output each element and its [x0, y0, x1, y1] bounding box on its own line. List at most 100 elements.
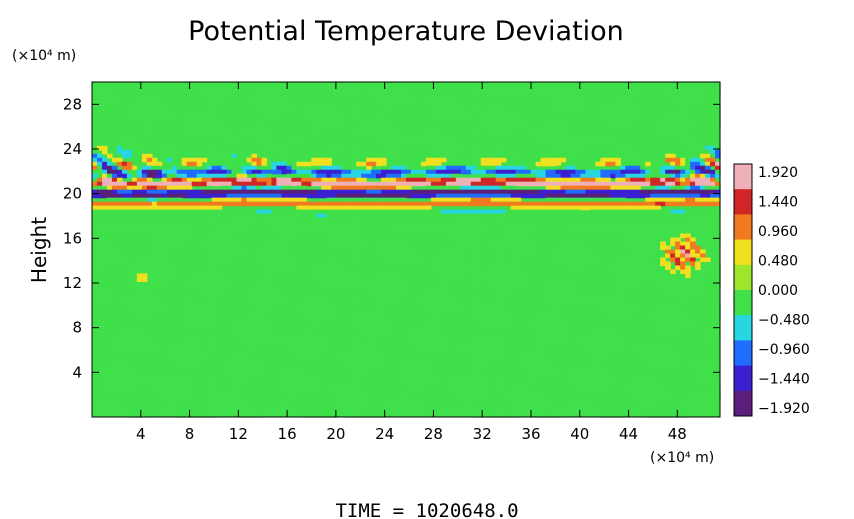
heatmap-cell — [186, 209, 193, 215]
heatmap-cell — [276, 281, 282, 286]
heatmap-cell — [475, 249, 482, 255]
heatmap-cell — [361, 173, 367, 179]
heatmap-cell — [251, 149, 258, 155]
heatmap-cell — [246, 233, 253, 239]
heatmap-cell — [226, 121, 233, 127]
heatmap-cell — [695, 121, 701, 127]
heatmap-cell — [715, 85, 721, 91]
heatmap-cell — [710, 109, 716, 115]
heatmap-cell — [176, 129, 183, 135]
heatmap-cell — [495, 341, 502, 346]
heatmap-cell — [326, 141, 332, 147]
heatmap-cell — [455, 185, 462, 191]
heatmap-cell — [356, 141, 362, 147]
heatmap-cell — [410, 237, 417, 243]
heatmap-cell — [625, 217, 631, 223]
heatmap-cell — [126, 125, 133, 131]
heatmap-cell — [505, 353, 512, 358]
heatmap-cell — [415, 301, 422, 306]
heatmap-cell — [106, 353, 113, 358]
heatmap-cell — [371, 137, 377, 143]
heatmap-cell — [640, 89, 646, 95]
heatmap-cell — [430, 169, 437, 175]
heatmap-cell — [171, 209, 178, 215]
heatmap-cell — [460, 149, 467, 155]
heatmap-cell — [710, 345, 716, 350]
heatmap-cell — [296, 89, 302, 95]
heatmap-cell — [505, 209, 512, 215]
heatmap-cell — [386, 301, 392, 306]
heatmap-cell — [520, 161, 527, 167]
heatmap-cell — [710, 89, 716, 95]
heatmap-cell — [440, 241, 447, 247]
heatmap-cell — [316, 169, 322, 175]
heatmap-cell — [590, 241, 596, 247]
heatmap-cell — [465, 125, 472, 131]
heatmap-cell — [406, 129, 412, 135]
heatmap-cell — [241, 153, 248, 159]
heatmap-cell — [241, 297, 248, 302]
heatmap-cell — [276, 181, 282, 187]
heatmap-cell — [585, 277, 592, 283]
heatmap-cell — [635, 129, 641, 135]
heatmap-cell — [715, 265, 721, 271]
heatmap-cell — [450, 121, 457, 127]
heatmap-cell — [206, 229, 213, 235]
heatmap-cell — [645, 213, 651, 219]
heatmap-cell — [535, 201, 542, 207]
heatmap-cell — [620, 201, 626, 207]
heatmap-cell — [510, 213, 517, 219]
heatmap-cell — [206, 261, 213, 267]
heatmap-cell — [710, 189, 716, 195]
heatmap-cell — [650, 213, 656, 219]
heatmap-cell — [361, 261, 367, 267]
heatmap-cell — [391, 229, 397, 235]
heatmap-cell — [555, 229, 562, 235]
heatmap-cell — [166, 137, 173, 143]
heatmap-cell — [286, 333, 292, 338]
heatmap-cell — [570, 213, 577, 219]
heatmap-cell — [126, 249, 133, 255]
heatmap-cell — [630, 133, 636, 139]
heatmap-cell — [246, 209, 253, 215]
heatmap-cell — [470, 105, 477, 111]
heatmap-cell — [605, 89, 611, 95]
heatmap-cell — [131, 229, 138, 235]
heatmap-cell — [406, 157, 412, 163]
heatmap-cell — [515, 261, 522, 267]
heatmap-cell — [231, 153, 238, 159]
heatmap-cell — [595, 93, 601, 99]
heatmap-cell — [231, 337, 238, 342]
heatmap-cell — [475, 185, 482, 191]
heatmap-cell — [146, 185, 153, 191]
heatmap-cell — [106, 82, 113, 87]
heatmap-cell — [660, 185, 666, 191]
heatmap-cell — [251, 305, 258, 310]
heatmap-cell — [690, 133, 696, 139]
heatmap-cell — [495, 193, 502, 199]
heatmap-cell — [470, 125, 477, 131]
heatmap-cell — [505, 201, 512, 207]
heatmap-cell — [570, 189, 577, 195]
heatmap-cell — [680, 253, 686, 259]
heatmap-cell — [291, 177, 297, 183]
heatmap-cell — [161, 153, 168, 159]
heatmap-cell — [311, 325, 317, 330]
heatmap-cell — [271, 213, 278, 219]
heatmap-cell — [246, 257, 253, 263]
heatmap-cell — [286, 85, 292, 91]
heatmap-cell — [271, 169, 278, 175]
heatmap-cell — [550, 213, 557, 219]
heatmap-cell — [665, 109, 671, 115]
heatmap-cell — [710, 117, 716, 123]
heatmap-cell — [371, 145, 377, 151]
heatmap-cell — [181, 89, 188, 95]
heatmap-cell — [196, 257, 203, 263]
heatmap-cell — [376, 349, 382, 354]
heatmap-cell — [361, 337, 367, 342]
heatmap-cell — [266, 353, 273, 358]
heatmap-cell — [231, 277, 238, 283]
heatmap-cell — [665, 245, 671, 251]
heatmap-cell — [196, 177, 203, 183]
heatmap-cell — [650, 285, 656, 290]
